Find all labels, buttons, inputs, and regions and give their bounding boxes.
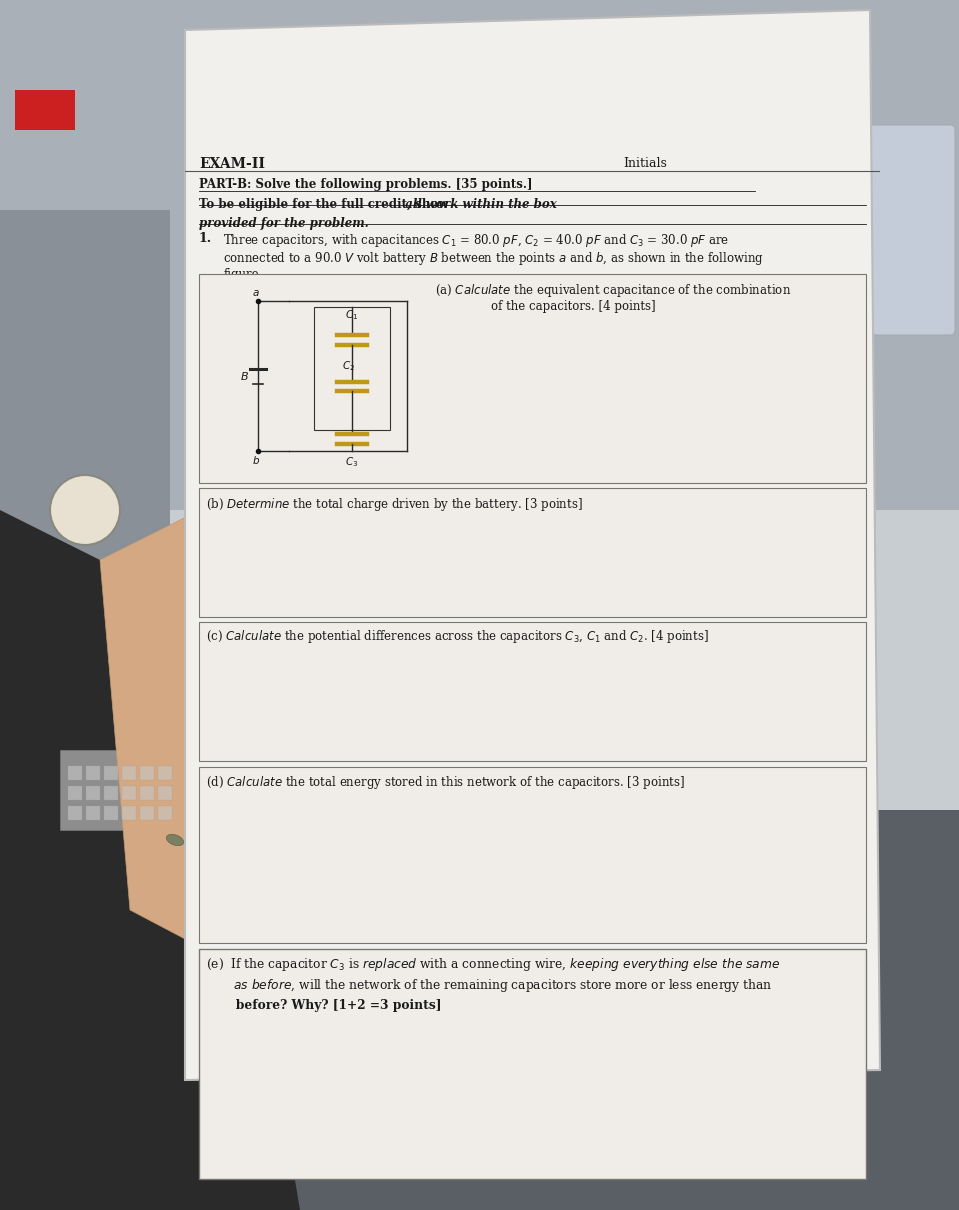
Bar — [740, 296, 840, 315]
Bar — [60, 750, 180, 830]
Text: $B$: $B$ — [240, 370, 248, 382]
Bar — [290, 217, 630, 235]
Text: $a$: $a$ — [252, 288, 260, 298]
FancyBboxPatch shape — [865, 125, 955, 335]
Polygon shape — [185, 10, 880, 1081]
Bar — [158, 786, 172, 800]
Bar — [86, 786, 100, 800]
Bar — [0, 0, 959, 809]
Bar — [199, 767, 866, 944]
Bar — [68, 806, 82, 820]
Text: all work within the box: all work within the box — [199, 198, 556, 212]
Text: (e)  If the capacitor $C_3$ is $\mathit{replaced}$ with a connecting wire, $\mat: (e) If the capacitor $C_3$ is $\mathit{r… — [206, 956, 781, 973]
Bar — [104, 786, 118, 800]
Text: before? Why? [1+2 =3 points]: before? Why? [1+2 =3 points] — [206, 998, 441, 1012]
Text: To be eligible for the full credit, show: To be eligible for the full credit, show — [199, 198, 453, 212]
Text: of the capacitors. [4 points]: of the capacitors. [4 points] — [491, 300, 655, 313]
Bar — [0, 809, 959, 1210]
Bar — [300, 221, 620, 230]
Text: $C_3$: $C_3$ — [345, 455, 359, 468]
Bar — [750, 302, 830, 310]
Bar — [140, 806, 154, 820]
Polygon shape — [0, 509, 300, 1210]
Text: $C_1$: $C_1$ — [345, 309, 359, 322]
Bar — [122, 786, 136, 800]
Text: Initials: Initials — [622, 157, 667, 169]
Ellipse shape — [192, 885, 209, 895]
Text: 1.: 1. — [199, 231, 212, 244]
Bar — [104, 806, 118, 820]
Circle shape — [50, 476, 120, 544]
Bar — [0, 211, 170, 910]
Text: provided for the problem.: provided for the problem. — [199, 217, 368, 230]
Bar — [140, 766, 154, 780]
Polygon shape — [100, 509, 350, 1010]
Bar — [610, 247, 830, 265]
Text: Three capacitors, with capacitances $C_1$ = 80.0 $pF$, $C_2$ = 40.0 $pF$ and $C_: Three capacitors, with capacitances $C_1… — [223, 231, 730, 248]
Bar — [86, 806, 100, 820]
Bar — [68, 766, 82, 780]
Bar — [445, 30, 457, 310]
Text: (c) $\mathit{Calculate}$ the potential differences across the capacitors $C_3$, : (c) $\mathit{Calculate}$ the potential d… — [206, 628, 709, 645]
Text: $b$: $b$ — [252, 454, 260, 466]
Bar — [122, 766, 136, 780]
Bar — [199, 622, 866, 761]
Bar — [199, 275, 866, 483]
Bar — [15, 90, 75, 129]
Bar — [620, 252, 820, 260]
Bar — [158, 806, 172, 820]
Text: (d) $\mathit{Calculate}$ the total energy stored in this network of the capacito: (d) $\mathit{Calculate}$ the total energ… — [206, 774, 685, 791]
Bar — [0, 0, 959, 509]
Bar — [68, 786, 82, 800]
Bar — [199, 949, 866, 1179]
Bar — [86, 766, 100, 780]
Bar — [140, 786, 154, 800]
Bar — [158, 766, 172, 780]
Text: (a) $\mathit{Calculate}$ the equivalent capacitance of the combination: (a) $\mathit{Calculate}$ the equivalent … — [435, 282, 791, 299]
Text: connected to a 90.0 $V$ volt battery $B$ between the points $a$ and $b$, as show: connected to a 90.0 $V$ volt battery $B$… — [223, 249, 764, 267]
Bar — [104, 766, 118, 780]
Ellipse shape — [166, 835, 183, 846]
Bar — [122, 806, 136, 820]
Ellipse shape — [231, 924, 248, 935]
Text: EXAM-II: EXAM-II — [199, 157, 265, 171]
Text: (b) $\mathit{Determine}$ the total charge driven by the battery. [3 points]: (b) $\mathit{Determine}$ the total charg… — [206, 496, 583, 513]
Text: PART-B: Solve the following problems. [35 points.]: PART-B: Solve the following problems. [3… — [199, 178, 532, 191]
Bar — [199, 489, 866, 617]
Ellipse shape — [211, 915, 228, 926]
Text: figure.: figure. — [223, 269, 263, 281]
Bar — [314, 306, 390, 430]
Text: $\mathit{as\ before}$, will the network of the remaining capacitors store more o: $\mathit{as\ before}$, will the network … — [206, 978, 772, 995]
Text: $C_2$: $C_2$ — [341, 359, 355, 373]
